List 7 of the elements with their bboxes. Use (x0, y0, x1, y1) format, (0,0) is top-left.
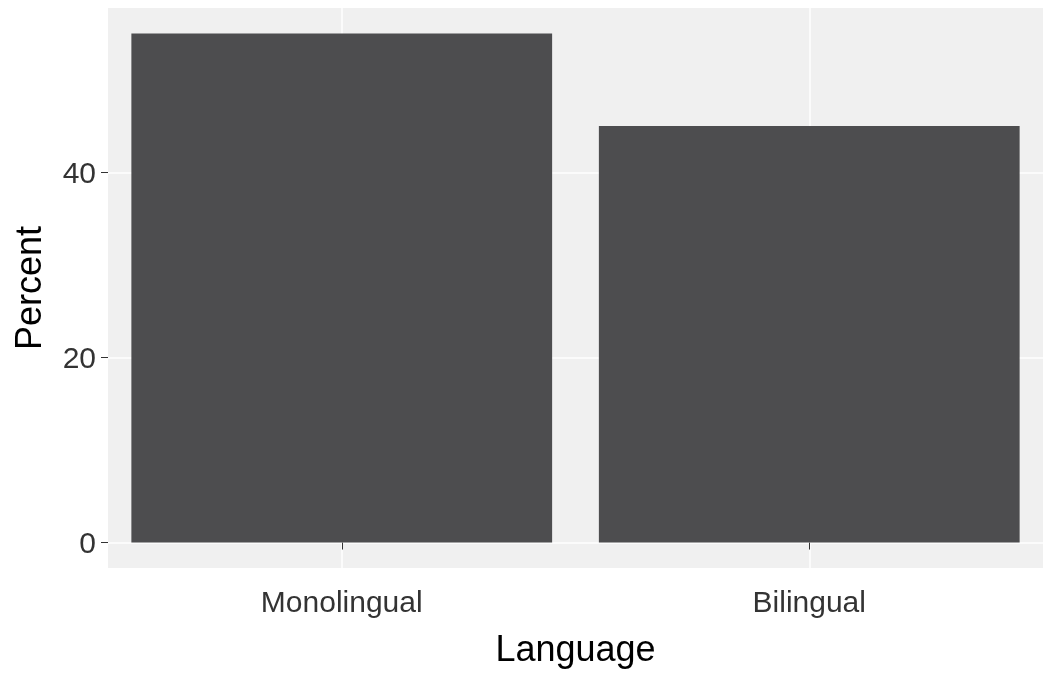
y-tick-label: 0 (79, 526, 96, 560)
y-tick-label: 40 (62, 155, 96, 189)
y-axis-title: Percent (7, 225, 49, 351)
x-tick-label: Bilingual (752, 584, 866, 618)
y-tick-label: 20 (62, 340, 96, 374)
x-tick-label: Monolingual (260, 584, 423, 618)
x-axis-title: Language (495, 627, 656, 669)
